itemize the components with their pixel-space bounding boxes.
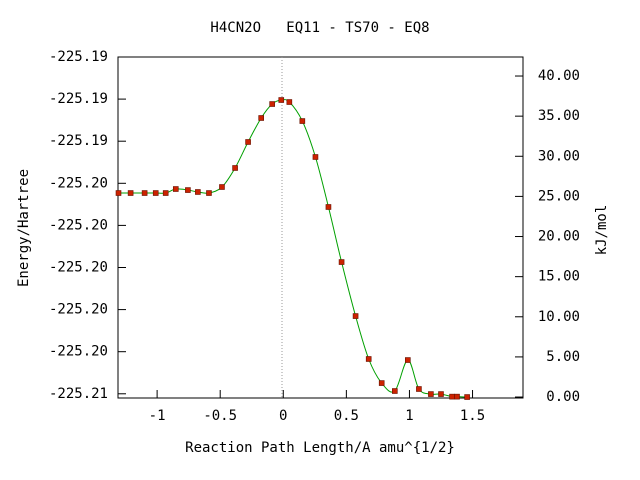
data-point <box>325 204 332 210</box>
y-tick-label: -225.21 <box>49 386 108 402</box>
data-point <box>365 356 372 362</box>
data-point <box>185 187 191 193</box>
data-point <box>232 165 238 171</box>
data-point <box>428 391 434 397</box>
data-point <box>312 154 319 160</box>
data-point <box>219 184 225 190</box>
plot-frame <box>117 56 524 399</box>
y2-tick-label: 40.00 <box>538 68 580 84</box>
data-point <box>416 386 422 392</box>
data-point <box>338 259 345 265</box>
x-tick-label: 0 <box>279 408 287 424</box>
x-tick-label: 1.5 <box>460 408 485 424</box>
data-point <box>299 118 306 124</box>
y2-tick-label: 30.00 <box>538 148 580 164</box>
data-point <box>152 190 159 196</box>
data-point <box>352 313 359 319</box>
data-point <box>162 190 169 196</box>
y2-tick-label: 20.00 <box>538 229 580 245</box>
y2-tick-label: 0.00 <box>546 389 580 405</box>
energy-curve <box>118 99 468 398</box>
x-tick-label: -0.5 <box>203 408 237 424</box>
y-tick-label: -225.19 <box>49 91 108 107</box>
y2-tick-label: 25.00 <box>538 188 580 204</box>
y-tick-label: -225.20 <box>49 344 108 360</box>
y-tick-label: -225.19 <box>49 49 108 65</box>
data-point <box>405 357 411 363</box>
data-point <box>115 190 122 196</box>
y2-tick-label: 15.00 <box>538 269 580 285</box>
data-point <box>269 101 275 107</box>
data-point <box>286 99 293 105</box>
y-tick-label: -225.20 <box>49 175 108 191</box>
y2-tick-label: 35.00 <box>538 108 580 124</box>
y-tick-label: -225.19 <box>49 133 108 149</box>
x-axis-label: Reaction Path Length/A amu^{1/2} <box>185 440 455 456</box>
data-point <box>195 189 201 195</box>
x-tick-label: -1 <box>149 408 166 424</box>
data-point <box>141 190 148 196</box>
data-point <box>206 190 212 196</box>
y2-tick-label: 5.00 <box>546 349 580 365</box>
y2-axis-label: kJ/mol <box>594 205 610 256</box>
x-tick-label: 0.5 <box>334 408 359 424</box>
x-tick-label: 1 <box>405 408 413 424</box>
y-tick-label: -225.20 <box>49 217 108 233</box>
y-tick-label: -225.20 <box>49 259 108 275</box>
data-point <box>278 97 285 103</box>
data-point <box>464 394 470 400</box>
data-point <box>378 380 385 386</box>
data-point <box>438 391 444 397</box>
y2-tick-label: 10.00 <box>538 309 580 325</box>
data-point <box>245 139 251 145</box>
data-point <box>392 388 398 394</box>
data-point <box>449 393 455 400</box>
data-point <box>127 190 134 196</box>
data-point <box>172 186 179 192</box>
chart-title: H4CN2O EQ11 - TS70 - EQ8 <box>210 20 429 36</box>
data-point <box>454 393 460 400</box>
y-tick-label: -225.20 <box>49 302 108 318</box>
data-point <box>258 115 265 121</box>
y-axis-label: Energy/Hartree <box>16 169 32 287</box>
